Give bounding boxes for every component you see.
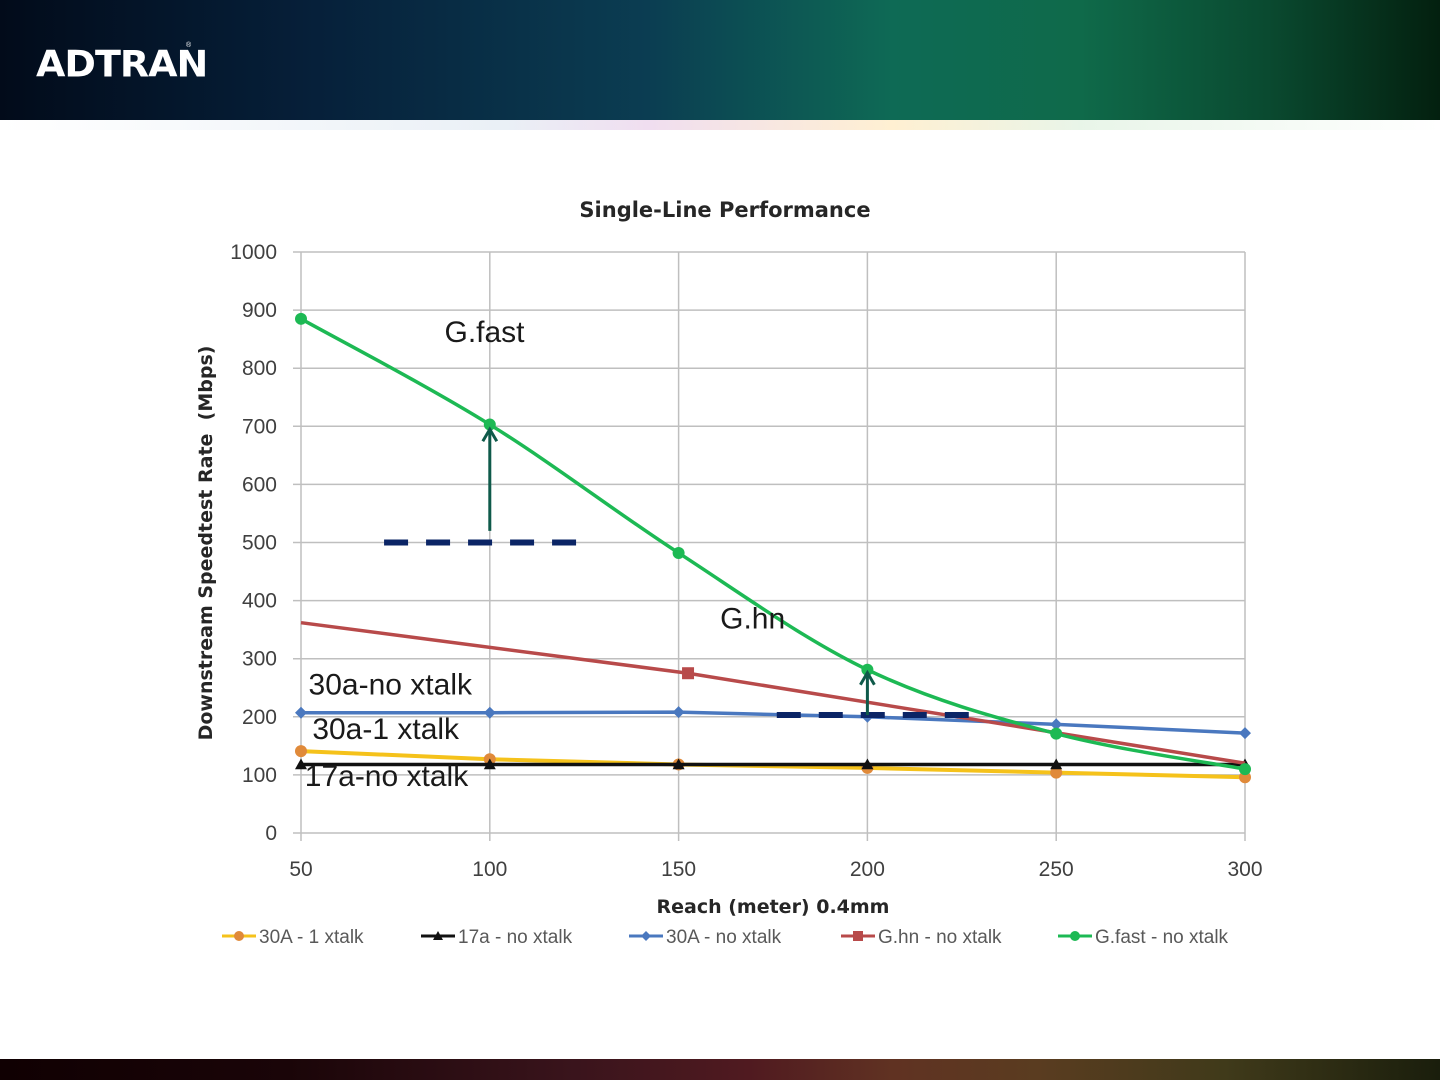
data-point-g_fast [861, 663, 874, 676]
series-line-g_fast [300, 317, 1246, 771]
data-point-a30_no_xtalk [295, 706, 307, 719]
x-tick-labels: 50 100 150 200 250 300 [289, 858, 1262, 881]
y-tick-label: 800 [242, 357, 277, 380]
data-point-a17_no_xtalk [861, 758, 874, 770]
data-point-a30_no_xtalk [483, 706, 496, 719]
y-tick-label: 600 [242, 473, 277, 496]
legend: 30A - 1 xtalk 17a - no xtalk 30A - no xtal… [222, 927, 1229, 948]
legend-item-a30_no_xtalk: 30A - no xtalk [629, 927, 782, 948]
annotation-label: G.fast [444, 316, 525, 349]
data-point-a30_no_xtalk [1239, 727, 1251, 740]
adtran-logo: ADTRAN [36, 43, 208, 85]
improvement-arrow-head-icon [481, 426, 499, 443]
legend-label: G.fast - no xtalk [1095, 927, 1229, 948]
data-point-g_hn [682, 667, 695, 680]
y-tick-label: 200 [242, 706, 277, 729]
y-tick-label: 1000 [230, 241, 277, 264]
y-axis-title: Downstream Speedtest Rate (Mbps) [195, 346, 217, 741]
annotation-label: 30a-1 xtalk [312, 713, 460, 746]
data-point-a30_1_xtalk [1050, 766, 1063, 779]
x-axis-title: Reach (meter) 0.4mm [656, 896, 889, 918]
legend-item-a17_no_xtalk: 17a - no xtalk [421, 927, 573, 948]
legend-label: 30A - 1 xtalk [259, 927, 364, 948]
y-tick-labels: 0 100 200 300 400 500 600 700 800 900 1000 [230, 241, 277, 845]
legend-item-g_hn: G.hn - no xtalk [841, 927, 1002, 948]
y-tick-label: 700 [242, 415, 277, 438]
data-point-a17_no_xtalk [1050, 758, 1063, 770]
annotations-group: G.fast G.hn 30a-no xtalk 30a-1 xtalk 17a-no … [305, 316, 981, 793]
data-point-g_fast [672, 546, 685, 559]
series-g_fast [295, 312, 1251, 776]
data-point-g_fast [295, 312, 307, 325]
data-point-a30_no_xtalk [1050, 718, 1063, 731]
data-point-g_fast [483, 418, 496, 431]
legend-item-a30_1_xtalk: 30A - 1 xtalk [222, 927, 364, 948]
y-tick-label: 0 [265, 822, 277, 845]
legend-label: 30A - no xtalk [666, 927, 782, 948]
annotation-label: 17a-no xtalk [305, 760, 469, 793]
data-point-a30_1_xtalk [295, 745, 307, 758]
x-tick-label: 250 [1039, 858, 1074, 881]
annotation-label: 30a-no xtalk [309, 669, 473, 702]
x-tick-label: 200 [850, 858, 885, 881]
legend-marker-icon [234, 931, 244, 941]
data-point-g_fast [1239, 763, 1251, 776]
data-point-a17_no_xtalk [483, 758, 496, 770]
header-glow-strip [0, 120, 1440, 130]
series-group [295, 312, 1251, 784]
footer-banner [0, 1059, 1440, 1080]
chart-title: Single-Line Performance [579, 198, 870, 222]
data-point-a17_no_xtalk [295, 758, 307, 770]
data-point-a17_no_xtalk [672, 758, 685, 770]
series-a30_no_xtalk [295, 706, 1251, 740]
x-tick-label: 150 [661, 858, 696, 881]
series-line-a30_no_xtalk [301, 710, 1246, 735]
y-tick-label: 400 [242, 590, 277, 613]
legend-marker-icon [853, 931, 863, 941]
registered-mark: ® [186, 42, 192, 49]
legend-marker-icon [1070, 931, 1080, 941]
y-tick-label: 100 [242, 764, 277, 787]
legend-marker-icon [641, 931, 651, 941]
data-point-g_fast [1050, 727, 1063, 740]
x-tick-label: 300 [1227, 858, 1262, 881]
header-banner [0, 0, 1440, 120]
legend-item-g_fast: G.fast - no xtalk [1058, 927, 1229, 948]
y-tick-label: 900 [242, 299, 277, 322]
x-tick-label: 50 [289, 858, 312, 881]
data-point-a30_no_xtalk [672, 706, 685, 719]
y-tick-label: 300 [242, 648, 277, 671]
legend-label: 17a - no xtalk [458, 927, 573, 948]
legend-marker-icon [433, 931, 443, 940]
legend-label: G.hn - no xtalk [878, 927, 1002, 948]
y-tick-label: 500 [242, 532, 277, 555]
improvement-arrow-head-icon [859, 669, 876, 686]
annotation-label: G.hn [720, 602, 785, 635]
x-tick-label: 100 [472, 858, 507, 881]
grid [293, 251, 1246, 841]
